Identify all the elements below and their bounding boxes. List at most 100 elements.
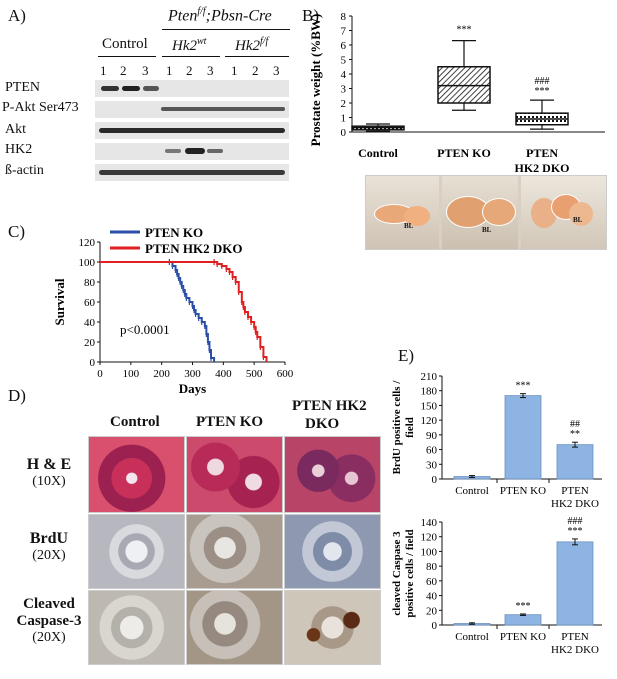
p-value-label: p<0.0001 (120, 322, 170, 337)
y-tick-label: 1 (341, 113, 347, 125)
x-tick-label: 300 (184, 368, 201, 380)
y-tick-label: 2 (341, 98, 347, 110)
significance-label: *** (457, 25, 472, 36)
row-brdu-mag: (20X) (32, 548, 66, 563)
panel-e-caspase-chart: 0 20 40 60 80 100 120 140 cleaved Caspase 3 posit… (392, 516, 602, 656)
y-axis-label: cleaved Caspase 3 (392, 531, 403, 616)
blot-label-akt: Akt (5, 122, 26, 137)
y-tick-label: 20 (426, 605, 438, 617)
survival-curve (100, 261, 216, 362)
lane-number: 1 (100, 63, 107, 78)
significance-label: ### (535, 76, 550, 87)
genotype-rest: ;Pbsn-Cre (205, 7, 272, 25)
genotype-gene: Pten (168, 7, 198, 25)
x-tick-label: 400 (215, 368, 232, 380)
photo-dko: BL (521, 176, 606, 249)
x-tick-label: 100 (123, 368, 140, 380)
panel-e-brdu-chart: 0 30 60 90 120 150 180 210 BrdU positive cells /… (392, 371, 602, 510)
row-casp-label: Cleaved Caspase-3 (20X) (8, 596, 90, 646)
panel-a-letter: A) (8, 6, 26, 25)
y-tick-label: 6 (341, 40, 347, 52)
group-hk2-wt-name: Hk2 (172, 38, 197, 54)
y-tick-label: 0 (432, 474, 438, 486)
blot-label-pakt: P-Akt Ser473 (2, 100, 79, 115)
micrograph-he-control (88, 436, 185, 513)
y-tick-label: 0 (90, 357, 96, 369)
category-label: HK2 DKO (514, 161, 569, 175)
x-tick-label: 200 (153, 368, 170, 380)
category-label: Control (455, 485, 489, 497)
col-pten-ko: PTEN KO (196, 414, 264, 430)
lane-number: 1 (231, 63, 238, 78)
y-tick-label: 3 (341, 84, 347, 96)
col-control: Control (110, 414, 160, 430)
category-label: PTEN KO (500, 485, 546, 497)
y-axis-label: positive cells / field (404, 529, 416, 617)
band (165, 149, 181, 153)
row-casp-stain-2: Caspase-3 (16, 613, 82, 629)
survival-curve (100, 261, 268, 362)
lane-number: 2 (252, 63, 259, 78)
significance-label: ## (570, 419, 580, 430)
x-tick-label: 0 (97, 368, 103, 380)
y-tick-label: 80 (84, 277, 96, 289)
band (185, 148, 205, 154)
blot-label-hk2: HK2 (5, 142, 33, 157)
y-tick-label: 0 (432, 620, 438, 632)
bar (504, 395, 542, 480)
panel-c-chart: 0 20 40 60 80 100 120 0 100 200 300 400 500 600 Surviv… (52, 225, 294, 396)
y-tick-label: 90 (426, 430, 438, 442)
category-label: PTEN (561, 631, 589, 643)
category-label: HK2 DKO (551, 644, 599, 656)
group-hk2-ff-sup: f/f (260, 36, 269, 47)
y-tick-label: 100 (421, 546, 438, 558)
prostate-tissue (482, 198, 516, 226)
band (99, 170, 285, 175)
y-tick-label: 60 (426, 445, 438, 457)
row-he-stain: H & E (26, 456, 72, 473)
y-tick-label: 140 (421, 517, 438, 529)
category-label: PTEN (561, 485, 589, 497)
y-tick-label: 0 (341, 127, 347, 139)
group-control: Control (102, 36, 148, 52)
lane-number: 3 (207, 63, 214, 78)
col-dko-line2: DKO (305, 416, 340, 432)
group-hk2-ff: Hk2f/f (235, 36, 268, 55)
row-casp-mag: (20X) (32, 630, 66, 645)
group-hk2-wt: Hk2wt (172, 36, 206, 55)
legend-label: PTEN KO (145, 225, 203, 240)
micrograph-casp-control (88, 590, 185, 665)
row-he-label: H & E (10X) (14, 456, 84, 490)
blot-actin (95, 164, 289, 181)
blot-label-pten: PTEN (5, 80, 40, 95)
genotype-sup: f/f (197, 6, 206, 17)
bar (556, 444, 594, 480)
genotype-underline (162, 29, 290, 30)
blot-akt (95, 122, 289, 139)
category-label: Control (455, 631, 489, 643)
blot-pakt (95, 101, 289, 118)
blot-label-actin: ß-actin (5, 163, 44, 178)
micrograph-brdu-pten-ko (186, 514, 283, 589)
y-tick-label: 60 (84, 297, 96, 309)
category-label: PTEN (526, 146, 558, 160)
band (101, 86, 119, 91)
row-casp-stain-1: Cleaved (23, 596, 75, 612)
band (161, 107, 285, 111)
category-label: PTEN KO (500, 631, 546, 643)
row-brdu-label: BrdU (20X) (14, 530, 84, 564)
y-tick-label: 4 (341, 69, 347, 81)
bar (504, 614, 542, 626)
genotype-label: Ptenf/f;Pbsn-Cre (168, 6, 272, 25)
significance-label: *** (516, 601, 531, 612)
prostate-tissue (446, 196, 490, 228)
blot-pten (95, 80, 289, 97)
panel-d-letter: D) (8, 386, 26, 405)
y-tick-label: 40 (84, 317, 96, 329)
y-tick-label: 100 (79, 257, 96, 269)
x-tick-label: 500 (246, 368, 263, 380)
y-tick-label: 40 (426, 591, 438, 603)
bl-label: BL (482, 226, 492, 234)
band (122, 86, 140, 91)
x-tick-label: 600 (277, 368, 294, 380)
